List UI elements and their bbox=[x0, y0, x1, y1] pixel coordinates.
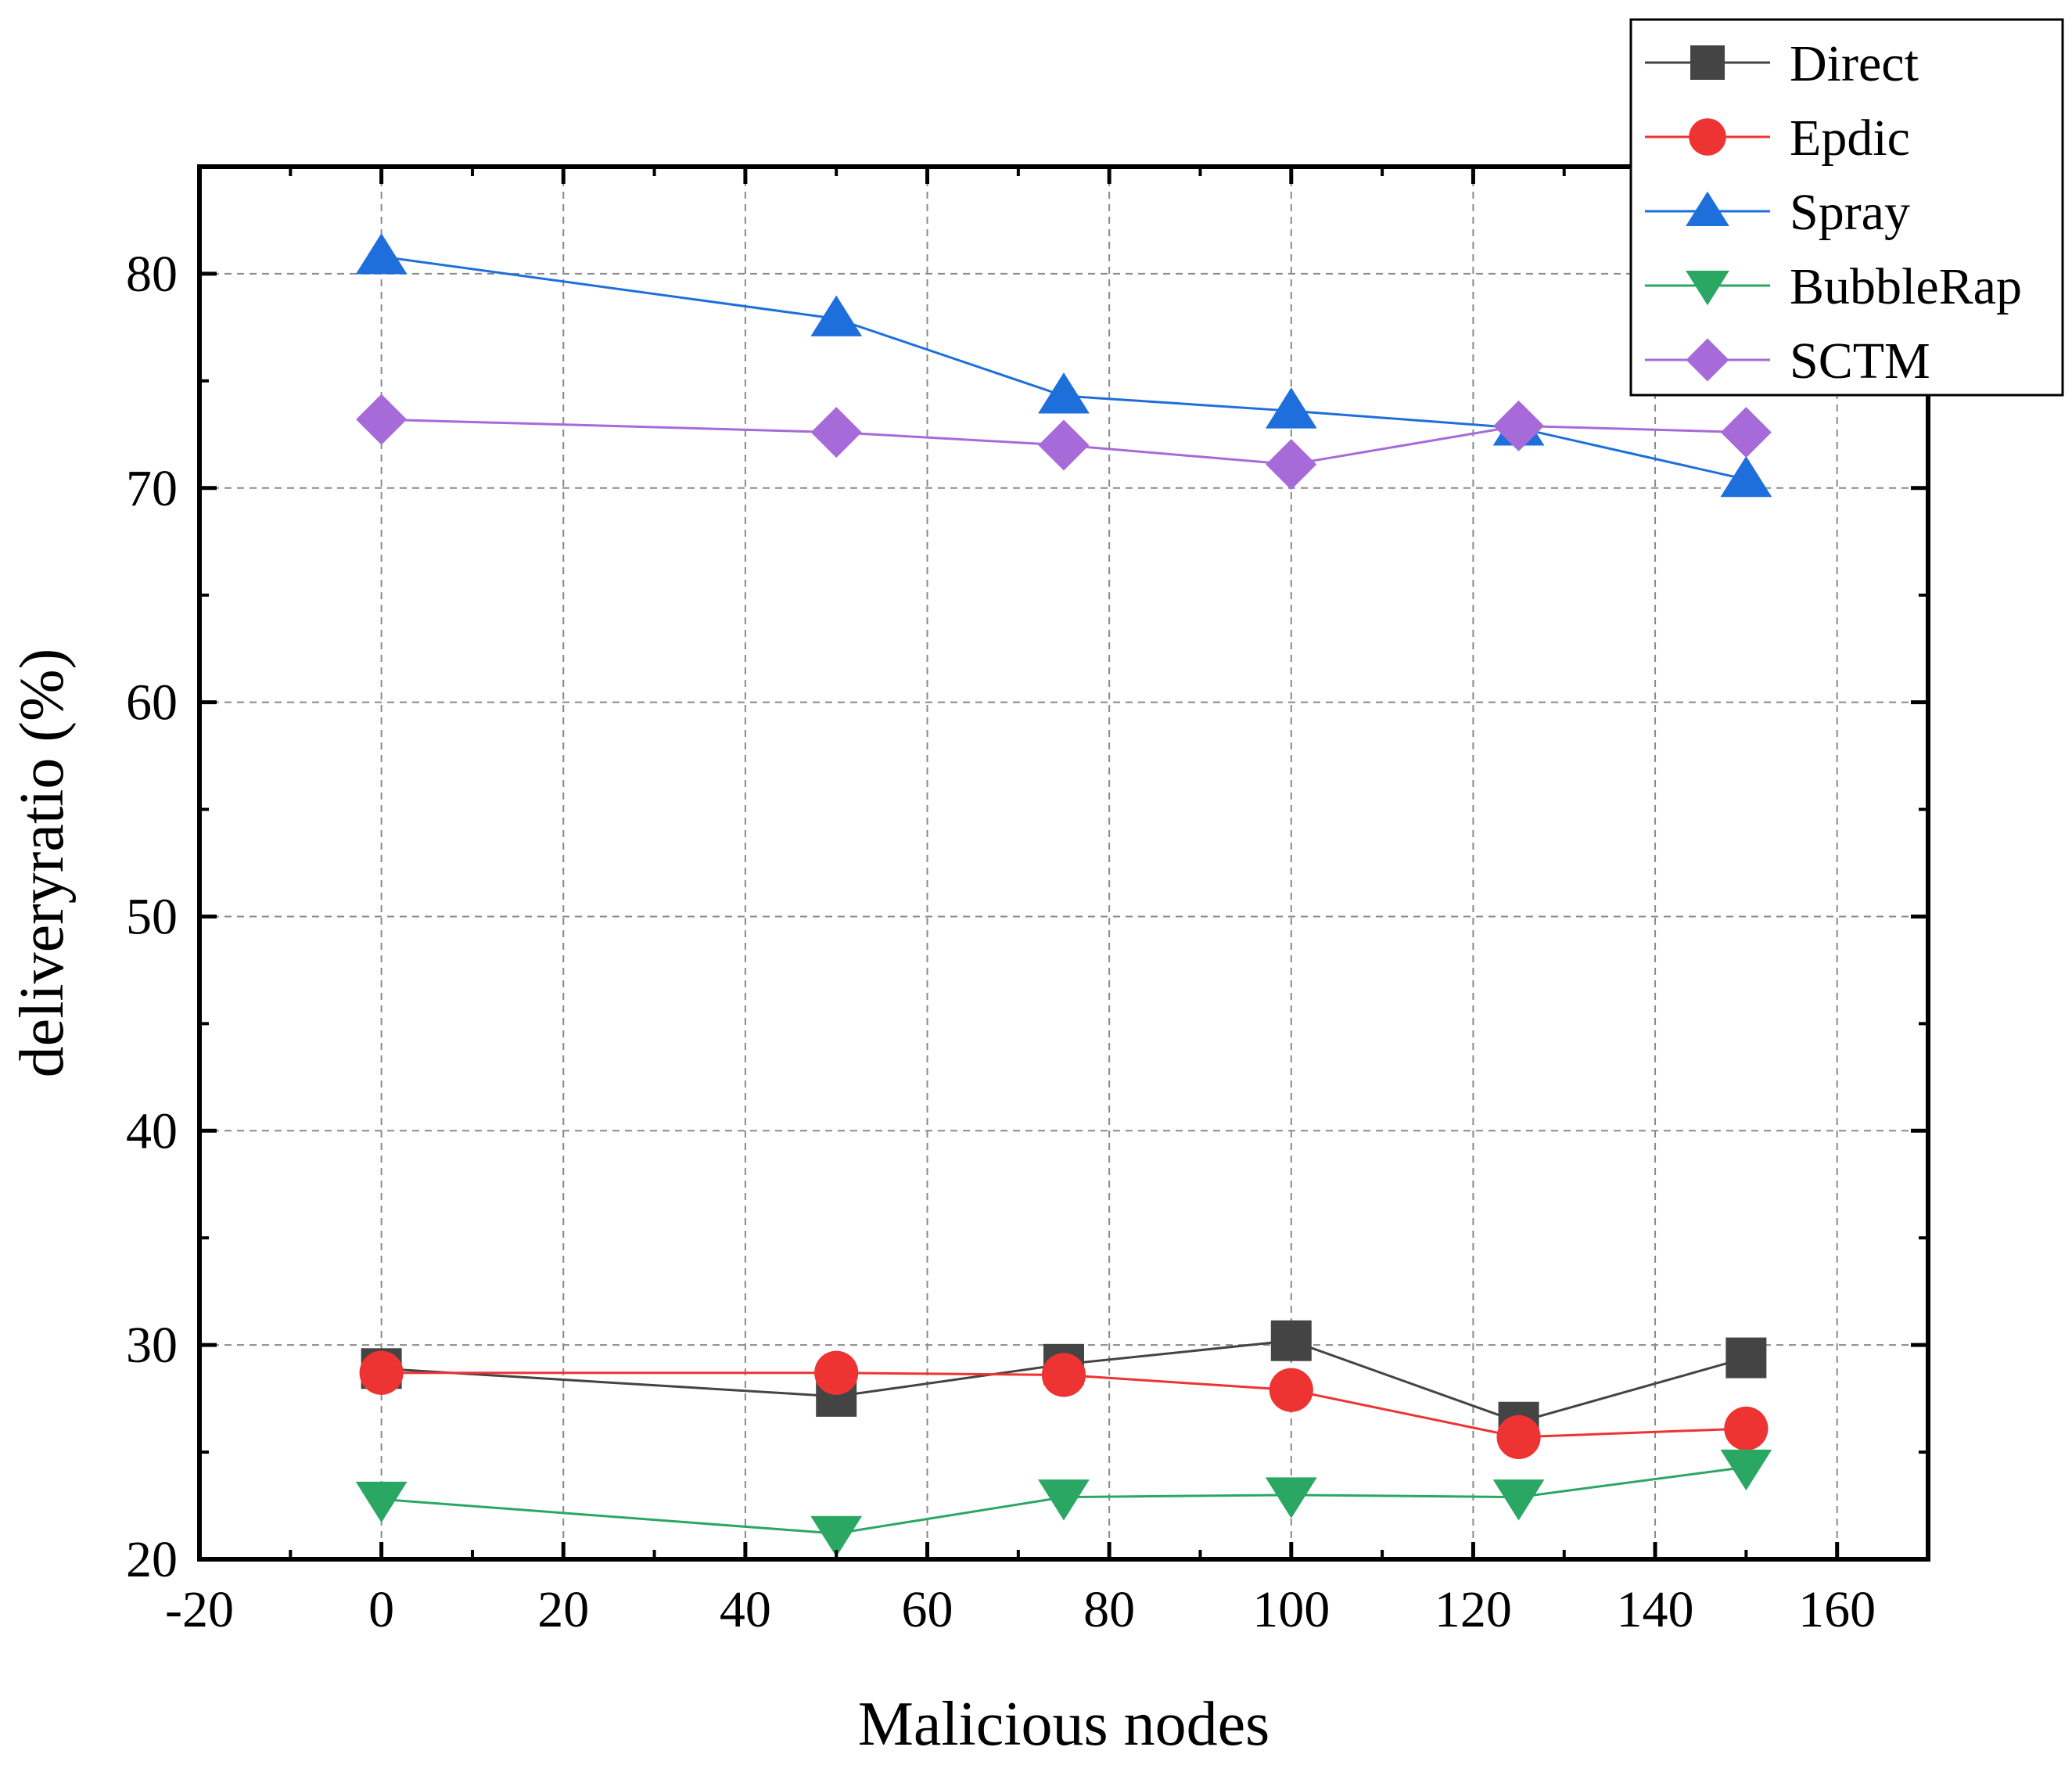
data-point-epdic bbox=[1041, 1353, 1086, 1397]
series-line-epdic bbox=[381, 1371, 1747, 1439]
legend-item-bubblerap: BubbleRap bbox=[1645, 258, 2022, 315]
axis-ticks: -20 0 20 40 60 80 100 120 140 160 20 30 40 50 60 70 80 bbox=[126, 167, 1928, 1638]
data-point-sctm bbox=[1038, 419, 1090, 471]
x-tick-label: 140 bbox=[1617, 1581, 1694, 1638]
grid-lines bbox=[199, 167, 1928, 1559]
series-epdic bbox=[359, 1350, 1769, 1459]
y-tick-label: 20 bbox=[126, 1531, 178, 1588]
x-tick-label: 120 bbox=[1435, 1581, 1512, 1638]
data-point-epdic bbox=[1496, 1415, 1541, 1459]
series-sctm bbox=[356, 394, 1772, 491]
legend-item-direct: Direct bbox=[1645, 35, 1919, 92]
data-point-bubblerap bbox=[1720, 1449, 1772, 1491]
legend-label: BubbleRap bbox=[1790, 258, 2022, 315]
data-point-bubblerap bbox=[810, 1515, 863, 1558]
data-point-epdic bbox=[1269, 1368, 1313, 1412]
series-line-spray bbox=[381, 255, 1747, 481]
legend: Direct Epdic Spray BubbleRap SCTM bbox=[1629, 18, 2064, 397]
x-axis-title: Malicious nodes bbox=[858, 1690, 1270, 1759]
data-point-bubblerap bbox=[1038, 1479, 1090, 1521]
legend-marker-sctm bbox=[1686, 338, 1729, 382]
data-point-epdic bbox=[359, 1350, 404, 1395]
series-line-direct bbox=[381, 1339, 1747, 1424]
y-axis-title: deliveryratio (%) bbox=[8, 649, 77, 1078]
y-tick-label: 40 bbox=[126, 1102, 178, 1159]
y-tick-label: 50 bbox=[126, 888, 178, 945]
data-point-epdic bbox=[1724, 1406, 1769, 1451]
y-tick-label: 60 bbox=[126, 674, 178, 732]
data-point-sctm bbox=[1720, 407, 1772, 458]
data-point-spray bbox=[1720, 455, 1772, 498]
legend-label: Spray bbox=[1790, 184, 1910, 241]
data-point-spray bbox=[1265, 387, 1317, 429]
data-point-sctm bbox=[810, 407, 862, 458]
legend-item-spray: Spray bbox=[1645, 184, 1910, 241]
y-tick-label: 70 bbox=[126, 460, 178, 517]
data-point-sctm bbox=[1266, 439, 1317, 491]
x-tick-label: 100 bbox=[1252, 1581, 1330, 1638]
data-point-epdic bbox=[814, 1350, 859, 1395]
series-layer bbox=[355, 233, 1772, 1558]
data-point-sctm bbox=[1493, 400, 1545, 451]
x-tick-label: 0 bbox=[368, 1581, 394, 1638]
x-tick-label: 20 bbox=[537, 1581, 589, 1638]
y-tick-label: 80 bbox=[126, 246, 178, 303]
x-tick-label: 60 bbox=[902, 1581, 953, 1638]
data-point-spray bbox=[355, 233, 408, 275]
y-tick-label: 30 bbox=[126, 1317, 178, 1374]
x-tick-label: 80 bbox=[1083, 1581, 1135, 1638]
series-bubblerap bbox=[355, 1449, 1772, 1558]
data-point-direct bbox=[1725, 1337, 1767, 1379]
x-tick-label: -20 bbox=[165, 1581, 234, 1638]
data-point-sctm bbox=[356, 394, 408, 445]
data-point-spray bbox=[810, 295, 863, 336]
data-point-bubblerap bbox=[355, 1481, 408, 1523]
legend-marker-spray bbox=[1686, 191, 1729, 226]
data-point-direct bbox=[1270, 1320, 1312, 1361]
legend-marker-epdic bbox=[1689, 118, 1726, 156]
legend-item-sctm: SCTM bbox=[1645, 333, 1930, 390]
legend-label: Direct bbox=[1790, 35, 1919, 92]
data-point-spray bbox=[1038, 372, 1090, 414]
plot-frame bbox=[197, 164, 1930, 1562]
data-point-bubblerap bbox=[1265, 1477, 1317, 1519]
legend-item-epdic: Epdic bbox=[1645, 110, 1910, 167]
legend-marker-direct bbox=[1690, 45, 1725, 80]
legend-label: Epdic bbox=[1790, 110, 1910, 167]
legend-label: SCTM bbox=[1790, 333, 1930, 390]
series-line-bubblerap bbox=[381, 1465, 1747, 1535]
legend-marker-bubblerap bbox=[1686, 271, 1729, 306]
x-tick-label: 40 bbox=[720, 1581, 771, 1638]
data-point-bubblerap bbox=[1492, 1479, 1545, 1521]
x-tick-label: 160 bbox=[1798, 1581, 1876, 1638]
series-line-sctm bbox=[381, 418, 1747, 466]
